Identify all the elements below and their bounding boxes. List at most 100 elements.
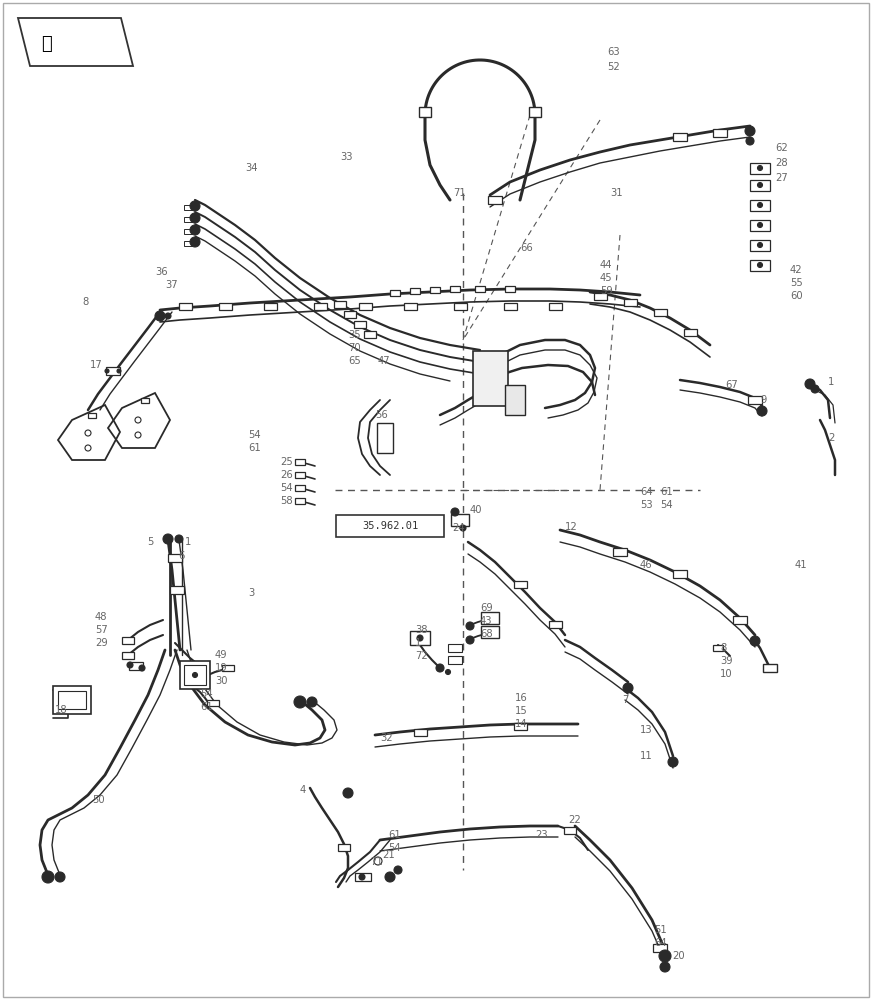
Text: 21: 21 <box>382 850 395 860</box>
Circle shape <box>85 430 91 436</box>
Bar <box>410 288 420 294</box>
Circle shape <box>451 508 459 516</box>
Text: 54: 54 <box>660 500 672 510</box>
Circle shape <box>394 866 402 874</box>
Bar <box>451 514 469 526</box>
Text: 42: 42 <box>790 265 802 275</box>
Text: 40: 40 <box>470 505 482 515</box>
Circle shape <box>127 662 133 668</box>
Text: 16: 16 <box>515 693 528 703</box>
Bar <box>488 196 502 204</box>
Text: 44: 44 <box>600 260 612 270</box>
Circle shape <box>190 201 200 211</box>
Text: 22: 22 <box>568 815 581 825</box>
Text: 19: 19 <box>215 663 228 673</box>
Bar <box>354 320 366 328</box>
Text: 31: 31 <box>610 188 623 198</box>
Text: 32: 32 <box>380 733 392 743</box>
Bar <box>594 292 607 300</box>
Bar <box>88 412 96 418</box>
Text: 18: 18 <box>55 705 68 715</box>
Circle shape <box>294 696 306 708</box>
Text: 62: 62 <box>775 143 787 153</box>
Text: 53: 53 <box>640 500 652 510</box>
Bar <box>338 844 350 850</box>
Bar <box>141 397 149 402</box>
Bar <box>548 302 562 310</box>
Circle shape <box>758 223 762 228</box>
Bar <box>733 616 747 624</box>
Text: 38: 38 <box>415 625 427 635</box>
Bar <box>514 580 527 587</box>
Text: 3: 3 <box>248 588 255 598</box>
Text: 54: 54 <box>280 483 293 493</box>
Bar <box>748 396 762 404</box>
Circle shape <box>758 242 762 247</box>
Text: 41: 41 <box>795 560 807 570</box>
Text: 20: 20 <box>672 951 685 961</box>
Text: 57: 57 <box>95 625 108 635</box>
Bar <box>448 644 462 652</box>
Text: 68: 68 <box>480 629 493 639</box>
Text: 11: 11 <box>640 751 653 761</box>
Bar <box>336 515 444 537</box>
Text: 50: 50 <box>92 795 105 805</box>
Bar <box>673 133 687 141</box>
Bar <box>713 129 727 137</box>
Circle shape <box>190 237 200 247</box>
Circle shape <box>165 313 171 319</box>
Circle shape <box>175 535 183 543</box>
Text: 69: 69 <box>480 603 493 613</box>
Bar <box>207 700 219 706</box>
Bar <box>184 229 192 233</box>
Text: 54: 54 <box>388 843 400 853</box>
Text: 1: 1 <box>828 377 835 387</box>
Text: 66: 66 <box>520 243 533 253</box>
Bar <box>623 298 637 306</box>
Bar <box>481 612 499 624</box>
Text: 35.962.01: 35.962.01 <box>362 521 419 531</box>
Text: 55: 55 <box>790 278 803 288</box>
Circle shape <box>190 213 200 223</box>
Bar <box>184 240 192 245</box>
Bar <box>168 554 182 562</box>
Bar <box>377 423 393 453</box>
Bar <box>475 286 485 292</box>
Circle shape <box>139 665 145 671</box>
Bar <box>314 302 326 310</box>
Bar <box>295 485 305 491</box>
Text: 43: 43 <box>480 616 493 626</box>
Bar <box>122 637 134 644</box>
Text: 58: 58 <box>280 496 293 506</box>
Bar <box>473 351 508 406</box>
Bar <box>450 286 460 292</box>
Text: 64: 64 <box>654 938 666 948</box>
Text: 26: 26 <box>280 470 293 480</box>
Bar <box>410 631 430 645</box>
Bar <box>505 385 525 415</box>
Text: 48: 48 <box>95 612 107 622</box>
Circle shape <box>758 165 762 170</box>
Bar <box>564 826 576 834</box>
Circle shape <box>745 126 755 136</box>
Circle shape <box>359 874 365 880</box>
Text: 60: 60 <box>790 291 802 301</box>
Bar <box>358 302 371 310</box>
Circle shape <box>190 225 200 235</box>
Circle shape <box>466 636 474 644</box>
Circle shape <box>460 525 466 531</box>
Circle shape <box>105 369 109 373</box>
Circle shape <box>135 417 141 423</box>
Text: 17: 17 <box>90 360 103 370</box>
Bar <box>750 180 770 190</box>
Text: 64: 64 <box>640 487 652 497</box>
Bar <box>390 290 400 296</box>
Bar <box>122 652 134 658</box>
Bar <box>419 107 431 117</box>
Bar <box>355 873 371 881</box>
Bar <box>750 239 770 250</box>
Bar <box>106 367 120 375</box>
Text: 34: 34 <box>245 163 257 173</box>
Bar <box>295 498 305 504</box>
Text: 51: 51 <box>654 925 667 935</box>
